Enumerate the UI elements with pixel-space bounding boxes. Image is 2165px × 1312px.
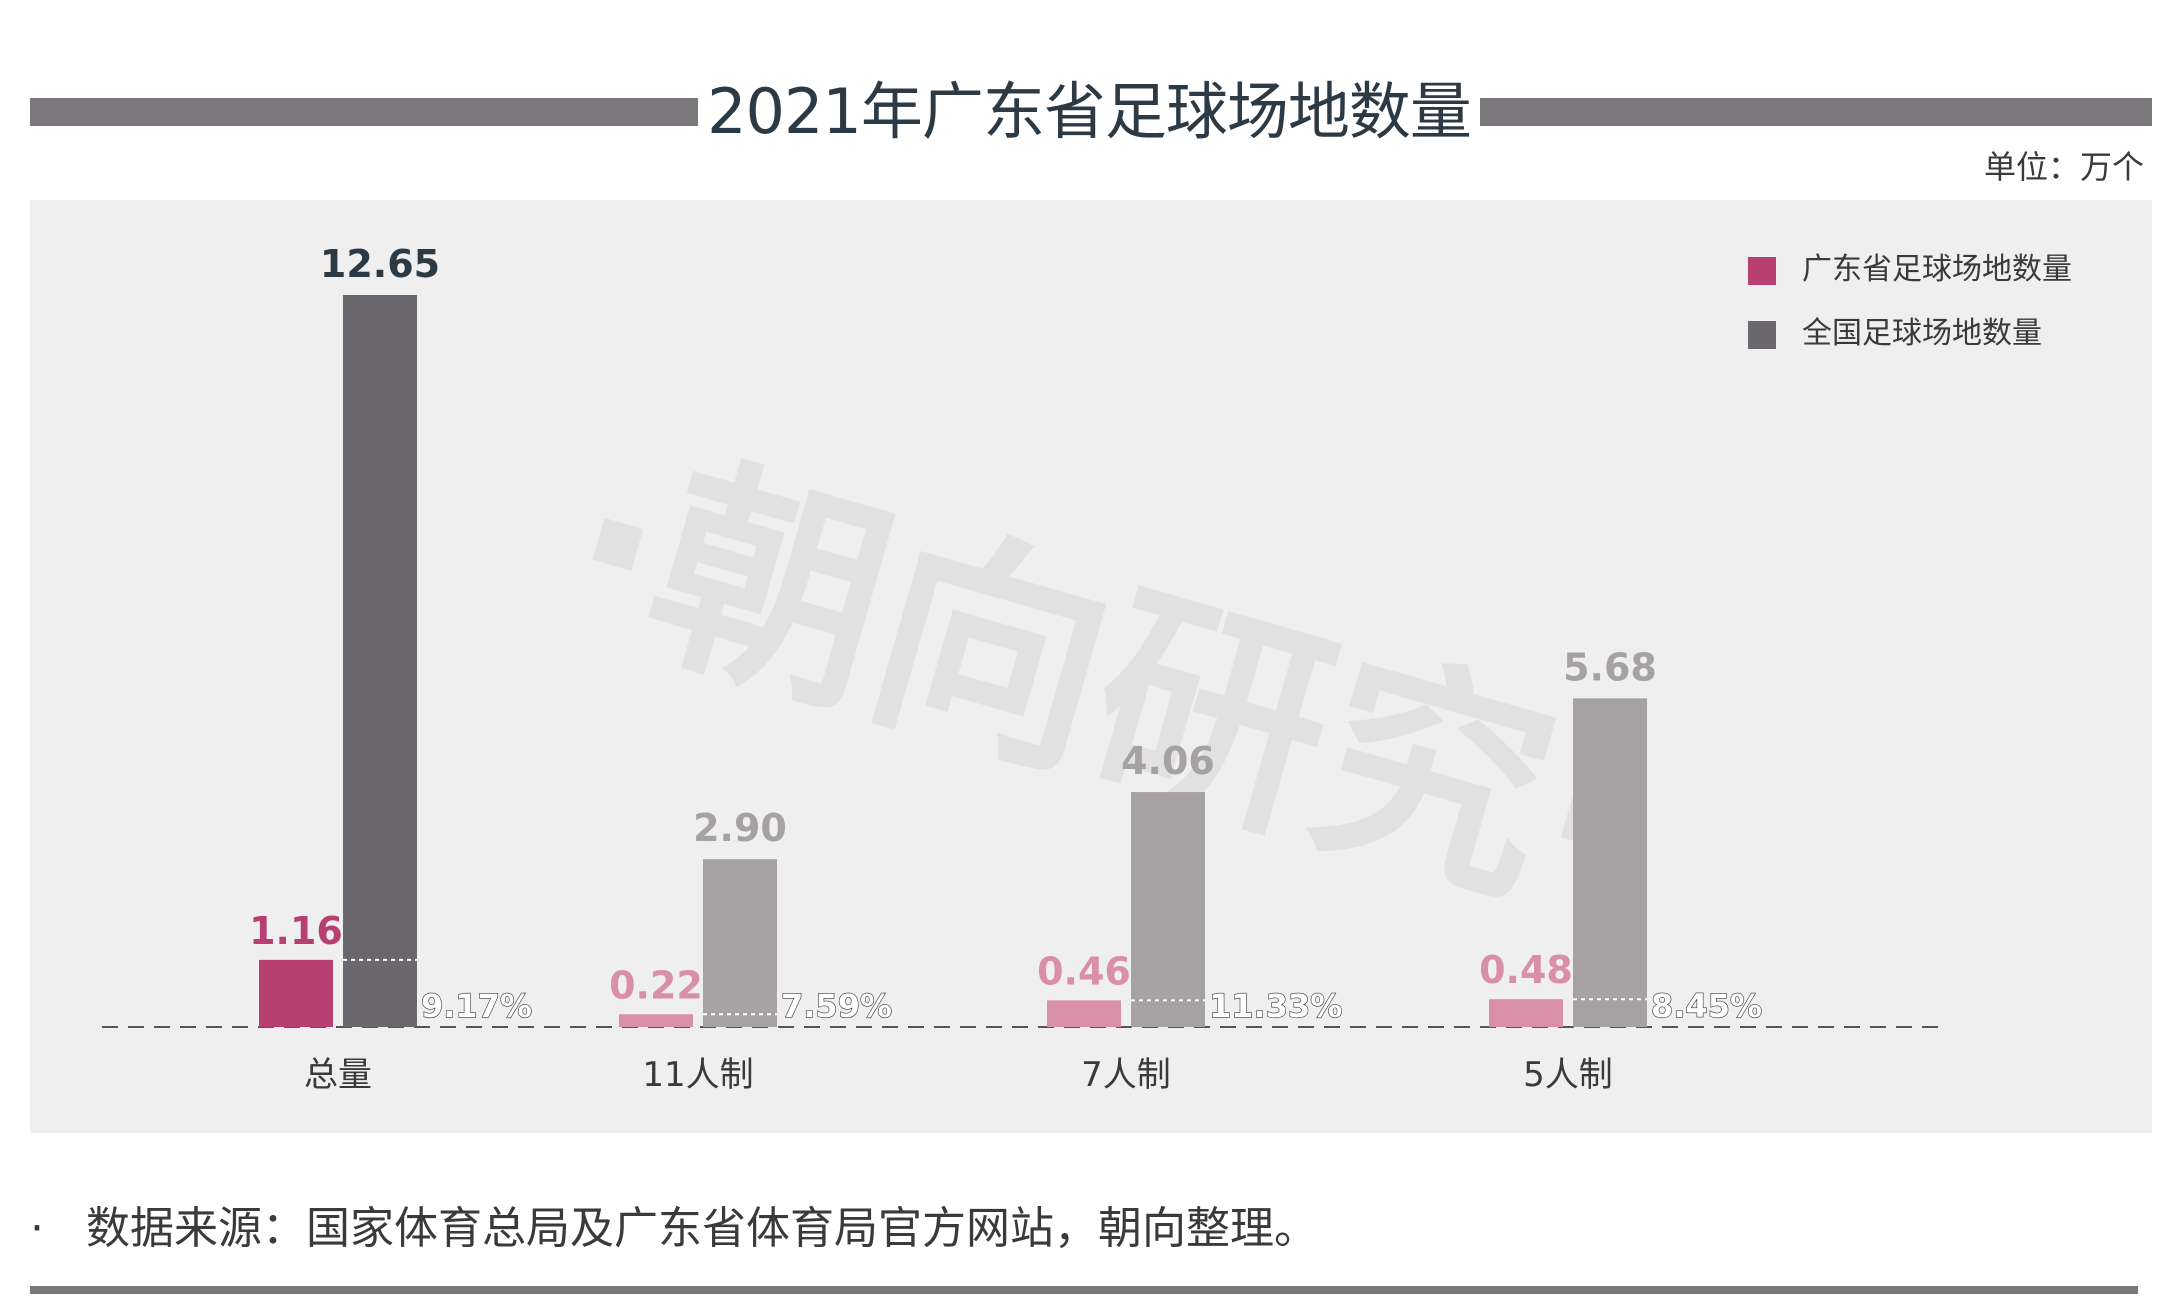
bottom-rule	[30, 1286, 2138, 1294]
category-label: 7人制	[1081, 1055, 1171, 1095]
value-label-guangdong: 1.16	[249, 909, 343, 953]
bar-national	[703, 859, 777, 1027]
bar-guangdong	[259, 959, 333, 1027]
legend-item-national: 全国足球场地数量	[1748, 308, 2042, 352]
bar-guangdong	[1047, 1000, 1121, 1027]
bar-chart: ·朝向研究· 1.1612.659.17%总量0.222.907.59%11人制…	[102, 242, 1938, 1095]
category-label: 总量	[304, 1055, 372, 1095]
legend-item-guangdong: 广东省足球场地数量	[1748, 244, 2072, 288]
bar-guangdong	[619, 1014, 693, 1027]
plot-panel: ·朝向研究· 1.16 12.65 9.17% 总量 0.22 2.90 7.59% 11人制…	[30, 200, 2152, 1133]
value-label-national: 12.65	[320, 242, 440, 286]
value-label-national: 4.06	[1121, 739, 1215, 783]
legend-swatch-guangdong	[1748, 256, 1776, 285]
value-label-guangdong: 0.46	[1037, 949, 1131, 993]
bar-national	[343, 295, 417, 1027]
legend-label-guangdong: 广东省足球场地数量	[1802, 252, 2072, 287]
bar-guangdong	[1489, 999, 1563, 1027]
bar-national	[1131, 792, 1205, 1027]
unit-label: 单位：万个	[1983, 148, 2144, 186]
share-label: 9.17%	[421, 987, 532, 1025]
bar-national	[1573, 698, 1647, 1027]
value-label-national: 5.68	[1563, 645, 1657, 689]
legend-label-national: 全国足球场地数量	[1802, 316, 2042, 351]
title-bar-left	[30, 98, 698, 126]
chart-title: 2021年广东省足球场地数量	[707, 75, 1472, 148]
category-label: 11人制	[642, 1055, 753, 1095]
legend-swatch-national	[1748, 320, 1776, 349]
share-label: 8.45%	[1651, 987, 1762, 1025]
value-label-guangdong: 0.48	[1479, 948, 1573, 992]
source-text: 数据来源：国家体育总局及广东省体育局官方网站，朝向整理。	[86, 1203, 1318, 1254]
category-label: 5人制	[1523, 1055, 1613, 1095]
value-label-guangdong: 0.22	[609, 963, 703, 1007]
share-label: 7.59%	[781, 987, 892, 1025]
source-bullet: ·	[30, 1203, 44, 1254]
value-label-national: 2.90	[693, 806, 787, 850]
source-note: · 数据来源：国家体育总局及广东省体育局官方网站，朝向整理。	[30, 1192, 1318, 1256]
share-label: 11.33%	[1209, 987, 1342, 1025]
title-bar-right	[1480, 98, 2152, 126]
